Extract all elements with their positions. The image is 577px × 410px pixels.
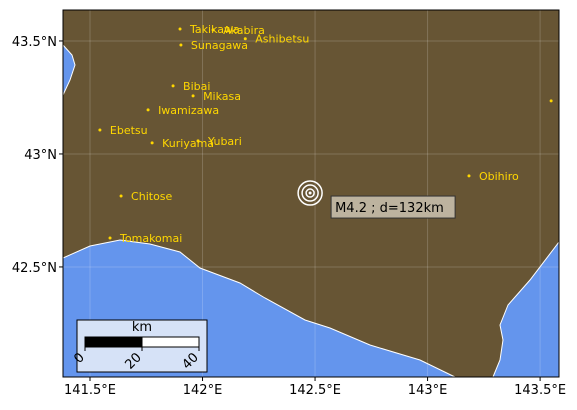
epicenter-ring (301, 184, 319, 202)
city-marker (191, 94, 195, 98)
map-frame (62, 9, 560, 378)
city-marker (549, 99, 553, 103)
city-label: Kuriyama (162, 137, 214, 150)
scale-segment (84, 336, 143, 348)
city-label: Yubari (207, 135, 242, 148)
city-marker (171, 84, 175, 88)
city-marker (196, 139, 200, 143)
scale-unit: km (132, 320, 152, 335)
epicenter-label-box (330, 195, 456, 219)
city-marker (119, 194, 123, 198)
y-tick-label: 42.5°N (12, 261, 57, 276)
city-marker (108, 236, 112, 240)
x-tick-label: 141.5°E (64, 383, 116, 398)
x-tick-label: 143°E (408, 383, 448, 398)
epicenter-label: M4.2 ; d=132km (335, 201, 444, 216)
x-tick-label: 142.5°E (289, 383, 341, 398)
city-marker (467, 174, 471, 178)
city-marker (98, 128, 102, 132)
city-label: Ashibetsu (255, 33, 309, 46)
city-label: Tomakomai (119, 232, 182, 245)
x-tick-label: 142°E (183, 383, 223, 398)
city-marker (179, 43, 183, 47)
scale-segment (141, 336, 200, 348)
epicenter (308, 191, 312, 195)
city-label: Obihiro (479, 170, 519, 183)
city-label: Iwamizawa (158, 104, 219, 117)
city-label: Bibai (183, 80, 210, 93)
y-tick-label: 43°N (24, 148, 57, 163)
city-label: Ebetsu (110, 124, 148, 137)
x-tick-label: 143.5°E (514, 383, 566, 398)
city-label: Sunagawa (191, 39, 248, 52)
city-marker (150, 141, 154, 145)
city-label: Chitose (131, 190, 172, 203)
city-label: Mikasa (203, 90, 241, 103)
city-marker (243, 37, 247, 41)
city-label: Akabira (223, 24, 265, 37)
epicenter-ring (305, 188, 315, 198)
epicenter-ring (297, 180, 323, 206)
city-marker (178, 27, 182, 31)
y-tick-label: 43.5°N (12, 35, 57, 50)
city-marker (146, 108, 150, 112)
city-marker (211, 28, 215, 32)
